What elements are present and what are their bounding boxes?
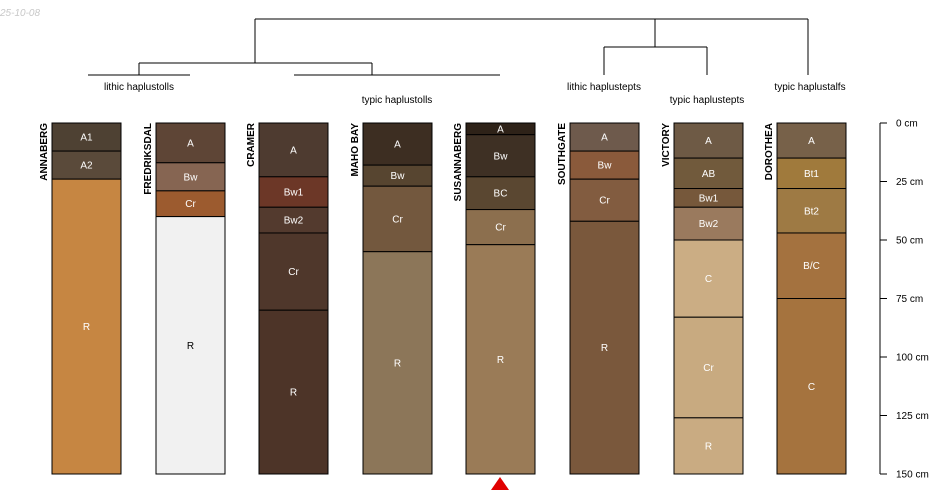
horizon-rect (362, 185, 433, 253)
label-typic-haplustepts: typic haplustepts (670, 95, 745, 106)
horizon-label: Cr (703, 363, 714, 374)
selected-profile-marker (491, 477, 509, 490)
horizon-rect (258, 176, 329, 208)
horizon-label: Bw (598, 161, 613, 172)
horizon-label: A1 (80, 133, 93, 144)
horizon-label: AB (702, 169, 716, 180)
horizon-label: R (290, 388, 297, 399)
date-stamp: 25-10-08 (0, 8, 41, 19)
horizon-rect (51, 150, 122, 180)
horizon-label: Cr (392, 214, 403, 225)
horizon-rect (51, 178, 122, 475)
horizon-label: Bw2 (699, 219, 719, 230)
horizon-label: C (808, 382, 815, 393)
horizon-label: Bw1 (284, 188, 304, 199)
horizon-label: C (705, 274, 712, 285)
horizon-rect (673, 122, 744, 159)
horizon-rect (673, 417, 744, 475)
horizon-label: R (83, 322, 90, 333)
horizon-rect (51, 122, 122, 152)
soil-profile-victory: A AB Bw1 Bw2 C Cr R VICTORY (661, 122, 744, 475)
horizon-label: Cr (288, 267, 299, 278)
horizon-label: R (497, 355, 504, 366)
depth-axis: 0 cm 25 cm 50 cm 75 cm 100 cm 125 cm 150 cm (879, 119, 929, 481)
horizon-label: Bt2 (804, 206, 819, 217)
profile-name: MAHO BAY (350, 123, 361, 177)
depth-tick-label: 25 cm (896, 177, 923, 188)
horizon-rect (465, 209, 536, 246)
label-lithic-haplustolls: lithic haplustolls (104, 82, 174, 93)
profile-name: CRAMER (246, 122, 257, 167)
horizon-label: A (705, 136, 712, 147)
horizon-rect (258, 232, 329, 311)
depth-tick-label: 0 cm (896, 119, 918, 130)
label-typic-haplustolls: typic haplustolls (362, 95, 433, 106)
profile-name: ANNABERG (39, 123, 50, 181)
soil-profile-cramer: A Bw1 Bw2 Cr R CRAMER (246, 122, 329, 475)
depth-tick-label: 100 cm (896, 353, 929, 364)
horizon-rect (155, 122, 226, 164)
label-typic-haplustalfs: typic haplustalfs (774, 82, 845, 93)
horizon-label: A (808, 136, 815, 147)
horizon-label: R (394, 358, 401, 369)
profile-name: FREDRIKSDAL (143, 123, 154, 195)
depth-tick-label: 75 cm (896, 294, 923, 305)
horizon-label: R (187, 341, 194, 352)
profile-name: DOROTHEA (764, 123, 775, 180)
horizon-rect (569, 220, 640, 475)
depth-tick-label: 50 cm (896, 236, 923, 247)
horizon-rect (673, 239, 744, 318)
horizon-rect (258, 206, 329, 234)
horizon-rect (362, 251, 433, 475)
horizon-rect (465, 176, 536, 211)
horizon-label: A (187, 138, 194, 149)
horizon-rect (258, 309, 329, 475)
horizon-rect (569, 150, 640, 180)
profile-name: VICTORY (661, 123, 672, 167)
horizon-rect (465, 244, 536, 475)
horizon-rect (155, 216, 226, 475)
profile-name: SOUTHGATE (557, 123, 568, 185)
horizon-rect (465, 134, 536, 178)
horizon-label: Bw (184, 172, 199, 183)
depth-tick-label: 125 cm (896, 411, 929, 422)
soil-profile-susannaberg: A Bw BC Cr R SUSANNABERG (453, 122, 536, 475)
horizon-rect (673, 206, 744, 241)
horizon-label: A (394, 140, 401, 151)
profile-name: SUSANNABERG (453, 123, 464, 202)
soil-profile-maho-bay: A Bw Cr R MAHO BAY (350, 122, 433, 475)
horizon-label: R (705, 441, 712, 452)
horizon-label: A2 (80, 161, 93, 172)
soil-profile-annaberg: A1 A2 R ANNABERG (39, 122, 122, 475)
dendrogram (88, 18, 809, 76)
horizon-label: A (290, 145, 297, 156)
soil-profile-southgate: A Bw Cr R SOUTHGATE (557, 122, 640, 475)
horizon-label: Bw (494, 151, 509, 162)
horizon-label: Bt1 (804, 169, 819, 180)
horizon-label: Bw (391, 171, 406, 182)
horizon-label: Cr (599, 196, 610, 207)
horizon-label: Cr (495, 223, 506, 234)
depth-tick-label: 150 cm (896, 470, 929, 481)
horizon-rect (776, 157, 847, 190)
soil-profile-fredriksdal: A Bw Cr R FREDRIKSDAL (143, 122, 226, 475)
horizon-label: A (497, 124, 504, 135)
horizon-label: Cr (185, 199, 196, 210)
horizon-label: A (601, 133, 608, 144)
horizon-rect (776, 298, 847, 475)
horizon-rect (258, 122, 329, 178)
horizon-label: R (601, 343, 608, 354)
horizon-label: Bw2 (284, 216, 304, 227)
horizon-label: BC (494, 189, 508, 200)
horizon-label: Bw1 (699, 193, 719, 204)
horizon-rect (673, 157, 744, 190)
soil-profiles: A1 A2 R ANNABERG A Bw Cr R FREDRIKSDAL A Bw1 Bw2 Cr R… (39, 122, 847, 475)
horizon-rect (776, 232, 847, 299)
label-lithic-haplustepts: lithic haplustepts (567, 82, 641, 93)
horizon-label: B/C (803, 261, 820, 272)
soil-profile-dorothea: A Bt1 Bt2 B/C C DOROTHEA (764, 122, 847, 475)
